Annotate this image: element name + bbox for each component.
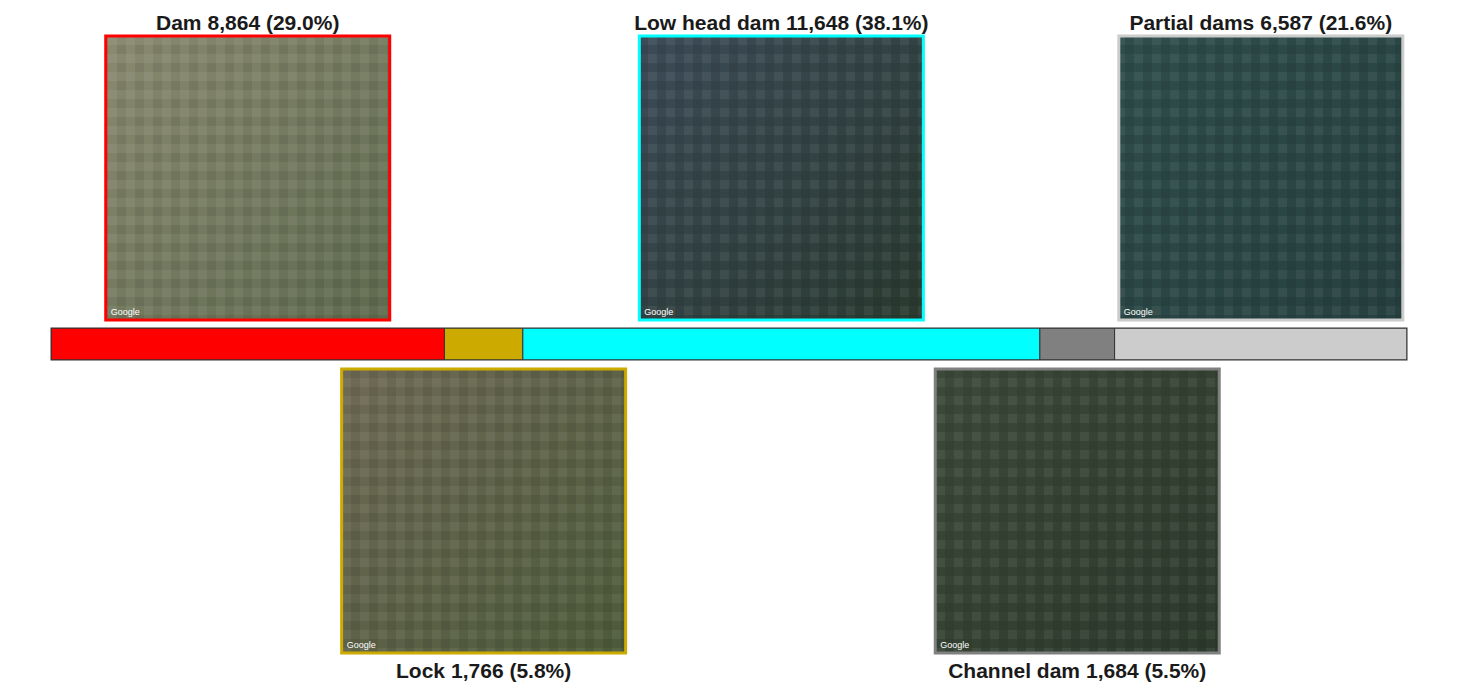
watermark: Google [347, 640, 376, 650]
photo-frame [342, 369, 626, 653]
value-label: 1,766 (5.8%) [451, 659, 571, 682]
photo-frame [935, 369, 1219, 653]
chart: Google Dam 8,864 (29.0%) Google Lock 1,766 (5… [0, 0, 1460, 690]
bar-segment [1040, 328, 1115, 360]
bar-segment [51, 328, 444, 360]
category-label: Lock 1,766 (5.8%) [396, 659, 571, 682]
category-label: Partial dams 6,587 (21.6%) [1129, 11, 1392, 34]
bar-segment [1115, 328, 1407, 360]
watermark: Google [111, 307, 140, 317]
bar-segment [523, 328, 1040, 360]
bar-frame [51, 328, 1407, 360]
photo-texture [106, 36, 390, 320]
photo-frame [106, 36, 390, 320]
photo-frame [1119, 36, 1403, 320]
bar-group [51, 328, 1407, 360]
value-label: 6,587 (21.6%) [1260, 11, 1392, 34]
value-label: 11,648 (38.1%) [786, 11, 928, 34]
category-label: Low head dam 11,648 (38.1%) [634, 11, 928, 34]
category-label: Channel dam 1,684 (5.5%) [948, 659, 1206, 682]
photo-placeholder [935, 369, 1219, 653]
photo-frame [639, 36, 923, 320]
photo-placeholder [639, 36, 923, 320]
watermark: Google [1124, 307, 1153, 317]
photo-placeholder [106, 36, 390, 320]
category-name: Dam [156, 11, 202, 34]
photo-placeholder [342, 369, 626, 653]
category-name: Lock [396, 659, 445, 682]
watermark: Google [644, 307, 673, 317]
category-label: Dam 8,864 (29.0%) [156, 11, 339, 34]
category-name: Partial dams [1129, 11, 1254, 34]
value-label: 8,864 (29.0%) [208, 11, 340, 34]
value-label: 1,684 (5.5%) [1086, 659, 1206, 682]
category-name: Channel dam [948, 659, 1080, 682]
category-name: Low head dam [634, 11, 780, 34]
bar-segment [444, 328, 522, 360]
photo-texture [639, 36, 923, 320]
photo-placeholder [1119, 36, 1403, 320]
watermark: Google [940, 640, 969, 650]
photo-texture [935, 369, 1219, 653]
photo-texture [1119, 36, 1403, 320]
photo-texture [342, 369, 626, 653]
